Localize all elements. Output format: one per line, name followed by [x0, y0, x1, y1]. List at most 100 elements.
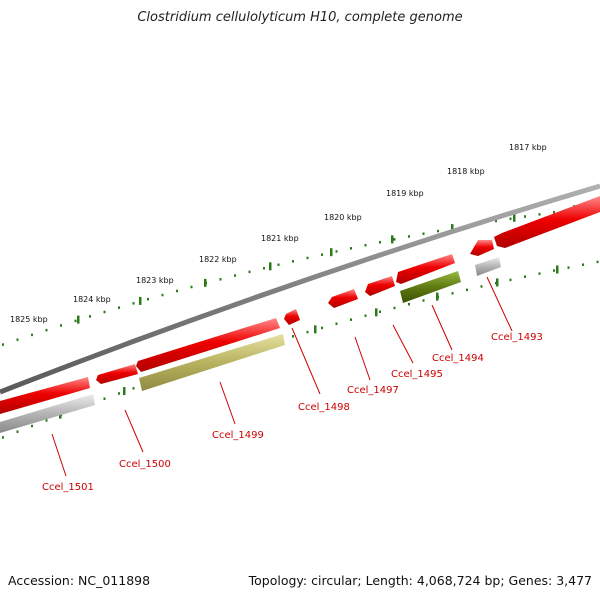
ruler-dot	[74, 319, 77, 323]
gene-bar	[139, 334, 285, 391]
ruler-dot	[176, 289, 178, 293]
gene-bar	[400, 271, 461, 303]
gene-arrow	[0, 377, 90, 414]
callout-line	[291, 327, 321, 395]
ruler-major-tick	[513, 213, 516, 222]
gene-label[interactable]: Ccel_1493	[491, 332, 543, 343]
ruler-dot	[219, 278, 222, 281]
ruler-dot	[45, 328, 48, 332]
map-title: Clostridium cellulolyticum H10, complete…	[137, 10, 463, 25]
gene-label[interactable]: Ccel_1498	[298, 402, 350, 413]
kbp-label: 1824 kbp	[73, 295, 111, 304]
callout-line	[431, 304, 453, 351]
callout-line	[124, 409, 144, 453]
gene-label[interactable]: Ccel_1500	[119, 459, 171, 470]
inner-dot	[292, 335, 294, 338]
inner-major-tick	[496, 278, 499, 287]
ruler-major-tick	[139, 296, 142, 305]
kbp-label: 1821 kbp	[261, 234, 299, 243]
ruler-dot	[16, 338, 19, 341]
ruler-dot	[437, 229, 439, 233]
callout-line	[392, 324, 414, 364]
ruler-major-tick	[391, 235, 394, 244]
ruler-dot	[190, 285, 193, 289]
inner-dot	[596, 260, 599, 264]
gene-label[interactable]: Ccel_1494	[432, 353, 484, 364]
gene-arrow	[96, 364, 138, 384]
ruler-dot	[161, 293, 164, 297]
inner-major-tick	[556, 265, 559, 274]
ruler-dot	[89, 315, 91, 318]
inner-dot	[306, 330, 309, 334]
callout-line	[354, 336, 371, 381]
ruler-dot	[132, 302, 135, 305]
kbp-label: 1818 kbp	[447, 167, 485, 176]
inner-dot	[379, 310, 381, 314]
inner-dot	[466, 288, 468, 292]
callout-line	[486, 276, 513, 332]
gene-callouts: Ccel_1493 Ccel_1494 Ccel_1495 Ccel_1497 Ccel…	[42, 276, 543, 493]
genome-summary: Topology: circular; Length: 4,068,724 bp…	[248, 573, 592, 588]
gene-arrow	[494, 196, 600, 248]
ruler-dot	[350, 247, 352, 250]
inner-dot	[567, 266, 570, 269]
gene-arrow	[470, 240, 494, 256]
gene-label[interactable]: Ccel_1499	[212, 430, 264, 441]
accession-label: Accession: NC_011898	[8, 573, 151, 588]
inner-dot	[524, 275, 526, 278]
ruler-dot	[103, 310, 106, 314]
gene-arrow	[284, 309, 300, 325]
ruler-dot	[60, 324, 62, 327]
ruler-dot	[147, 297, 149, 301]
inner-dot	[480, 285, 483, 288]
ruler-dot	[364, 243, 367, 247]
inner-dot	[45, 419, 48, 422]
gene-arrow	[136, 318, 280, 372]
ruler-major-tick	[330, 248, 333, 257]
ruler-dot	[234, 274, 236, 277]
inner-major-tick	[375, 308, 378, 317]
inner-dot	[451, 292, 454, 295]
ruler-dot	[306, 256, 309, 260]
genome-backbone	[0, 183, 600, 395]
gene-bar	[0, 394, 95, 433]
inner-dot	[364, 314, 367, 317]
ruler-dot	[321, 253, 323, 256]
ruler-dot	[118, 306, 120, 309]
gene-arrow	[328, 289, 358, 308]
ruler-major-tick	[204, 278, 207, 287]
kbp-label: 1817 kbp	[509, 143, 547, 152]
inner-dot	[422, 299, 425, 302]
inner-major-tick	[123, 387, 126, 396]
gene-label[interactable]: Ccel_1501	[42, 482, 94, 493]
kbp-label: 1820 kbp	[324, 213, 362, 222]
ruler-dot	[379, 240, 381, 244]
inner-dot	[408, 302, 410, 306]
ruler-dot	[292, 260, 294, 263]
gene-bar	[475, 257, 501, 276]
inner-dot	[31, 424, 33, 428]
callout-line	[51, 433, 67, 477]
inner-dot	[335, 322, 338, 325]
inner-dot	[553, 269, 555, 272]
forward-strand-genes	[0, 196, 600, 414]
gene-label[interactable]: Ccel_1495	[391, 369, 443, 380]
ruler-dot	[277, 263, 280, 267]
inner-major-tick	[314, 325, 317, 334]
inner-dot	[509, 278, 512, 282]
ruler-major-tick	[77, 315, 80, 324]
kbp-label: 1823 kbp	[136, 276, 174, 285]
inner-dot	[393, 306, 396, 310]
ruler-dot	[248, 270, 251, 274]
ruler-dot	[422, 232, 425, 235]
inner-dot	[2, 436, 4, 439]
ruler-dot	[495, 219, 497, 223]
ruler-dot	[2, 343, 4, 346]
ruler-dot	[31, 333, 33, 337]
inner-dot	[16, 430, 19, 433]
gene-arrow	[365, 276, 395, 296]
gene-label[interactable]: Ccel_1497	[347, 385, 399, 396]
inner-dot	[103, 397, 106, 400]
inner-dot	[321, 326, 323, 330]
